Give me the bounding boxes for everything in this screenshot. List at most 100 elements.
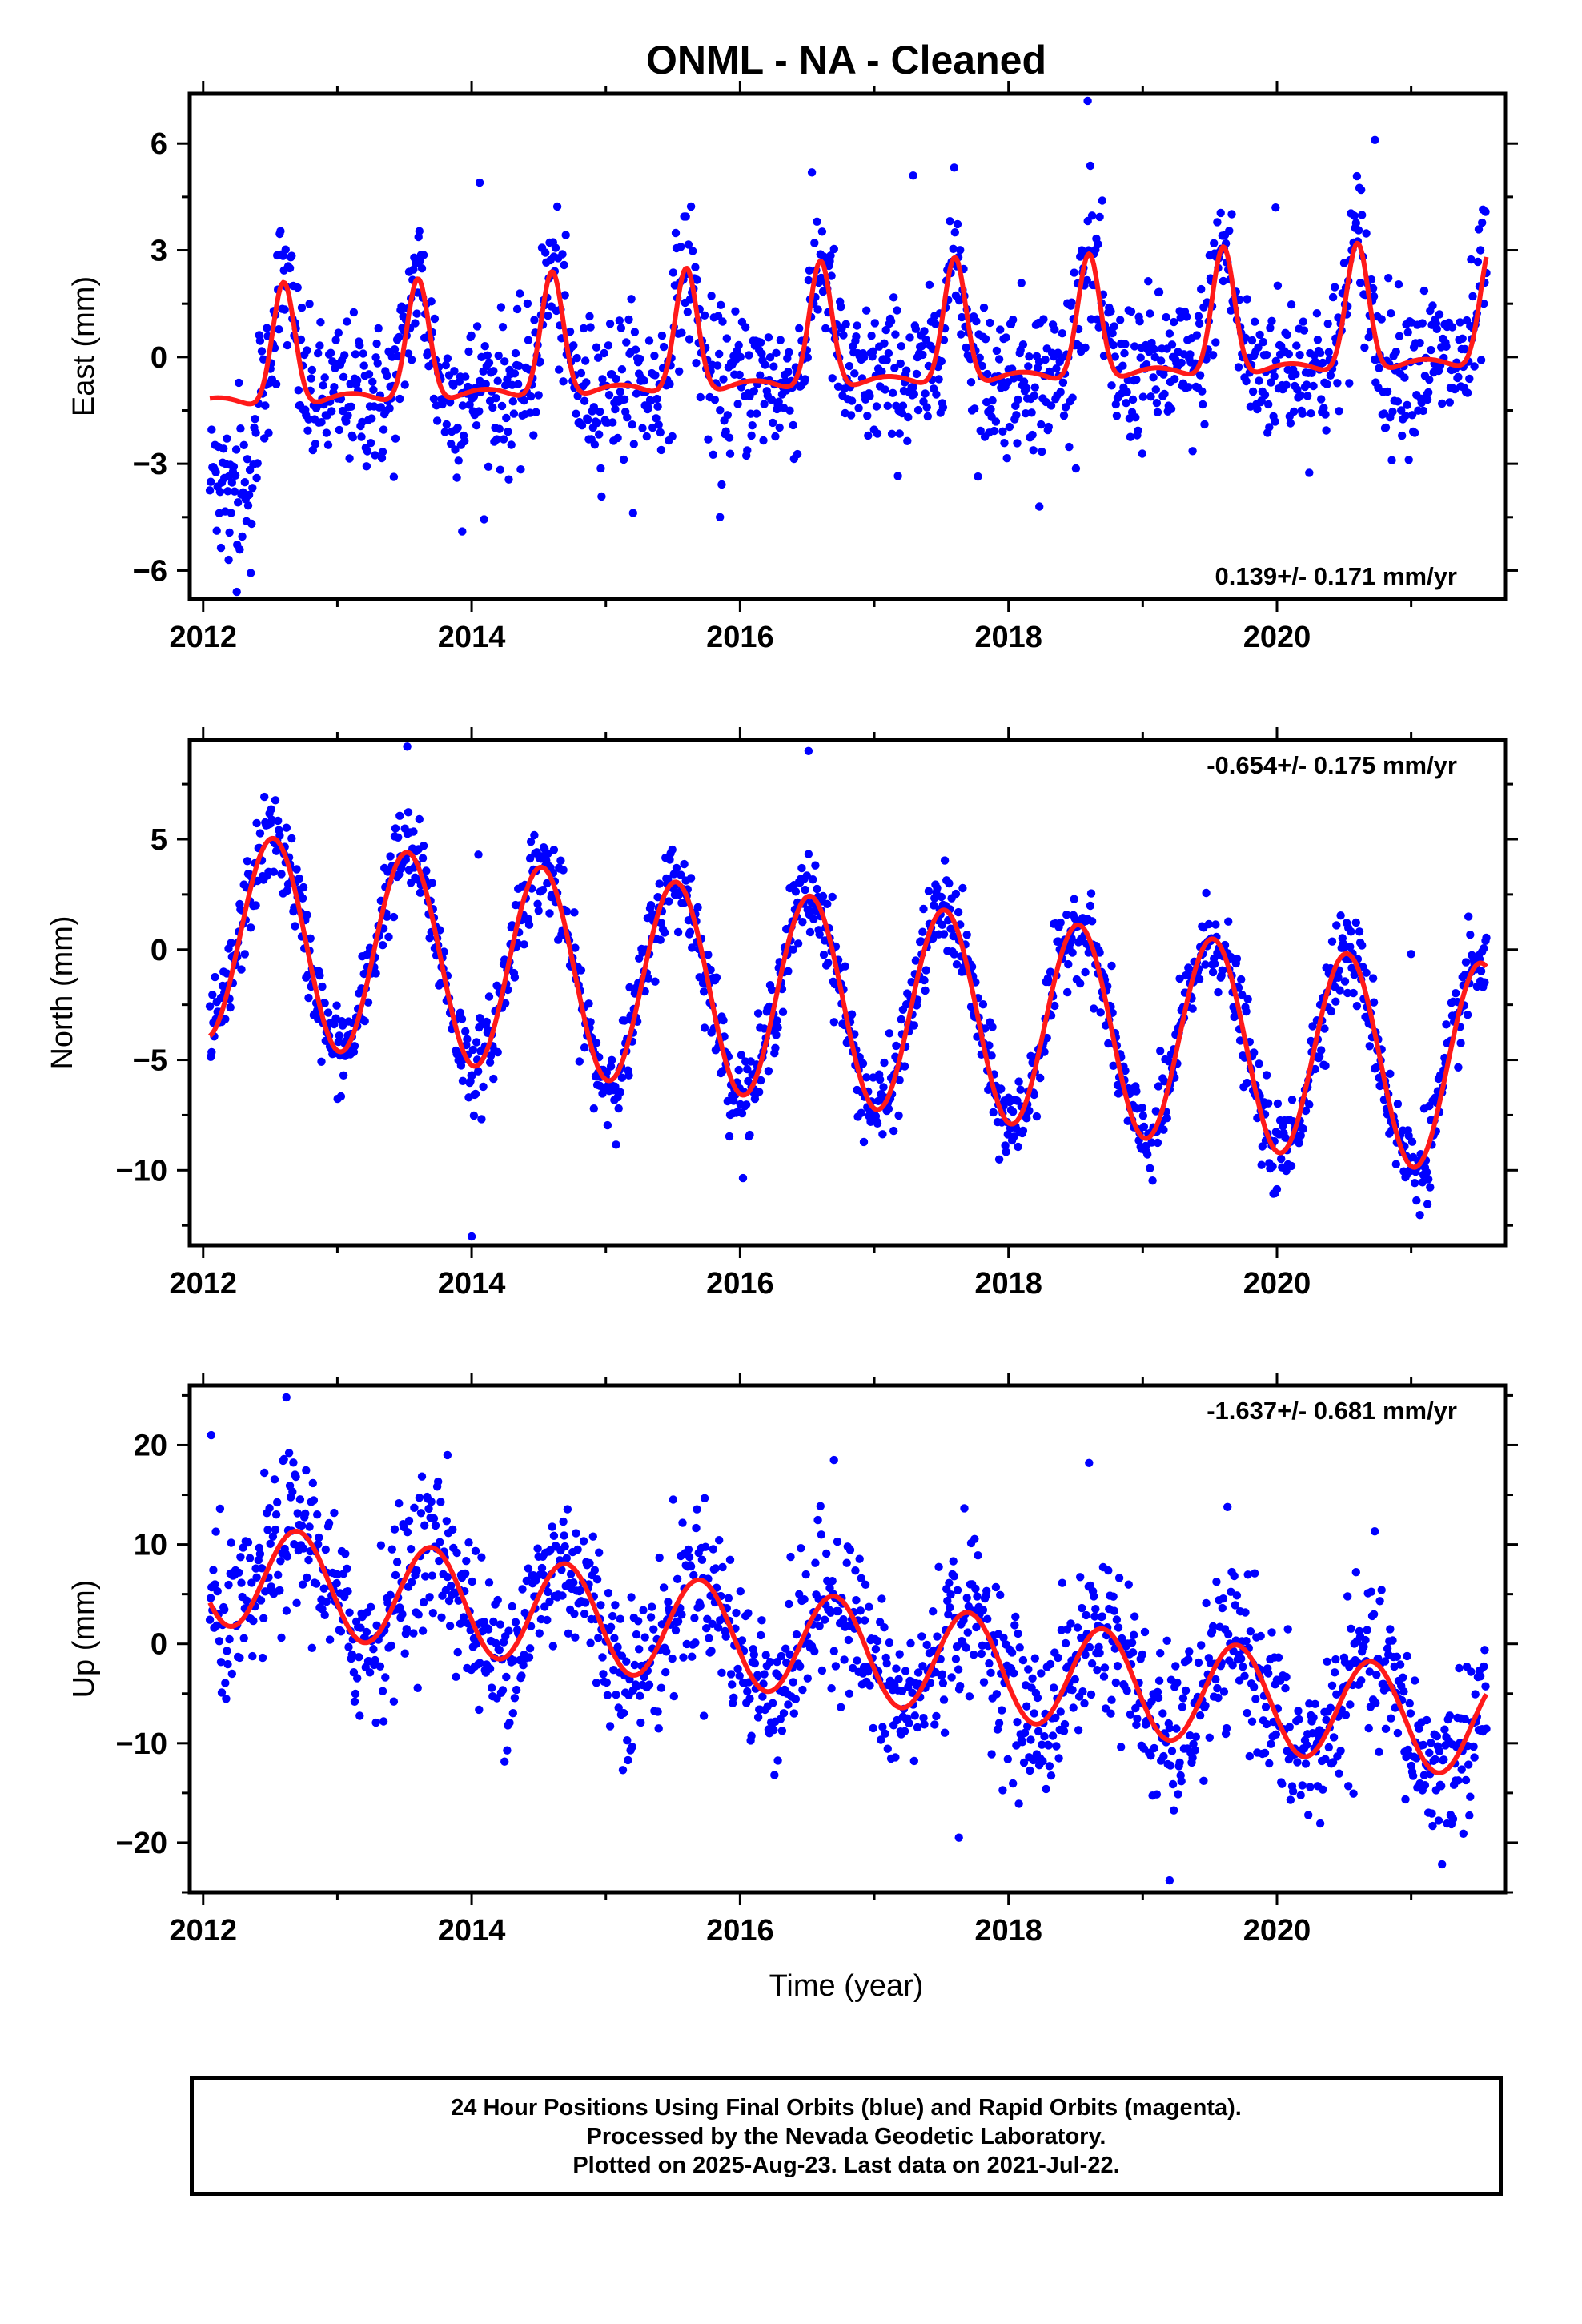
data-point — [956, 1682, 965, 1691]
data-point — [701, 1542, 710, 1551]
data-point — [1243, 1708, 1251, 1718]
data-point — [903, 436, 912, 445]
data-point — [1315, 1052, 1324, 1061]
data-point — [520, 940, 528, 949]
data-point — [430, 314, 440, 324]
data-point — [1312, 309, 1322, 318]
data-point — [1335, 986, 1344, 995]
data-point — [850, 369, 859, 378]
data-point — [1166, 1761, 1175, 1770]
data-point — [1159, 1751, 1168, 1761]
data-point — [975, 353, 984, 362]
data-point — [891, 330, 900, 339]
data-point — [1014, 1629, 1022, 1638]
data-point — [549, 846, 559, 854]
data-point — [1122, 388, 1131, 396]
data-point — [1351, 1568, 1361, 1577]
data-point — [785, 1599, 793, 1609]
data-point — [833, 1606, 843, 1616]
data-point — [931, 320, 940, 328]
data-point — [662, 1647, 671, 1656]
data-point — [295, 1495, 305, 1504]
data-point — [853, 321, 861, 330]
data-point — [1140, 1627, 1150, 1637]
data-point — [508, 1709, 517, 1718]
data-point — [375, 1662, 385, 1671]
data-point — [211, 1580, 219, 1589]
data-point — [579, 324, 588, 333]
data-point — [1357, 1676, 1366, 1685]
data-point — [939, 336, 949, 344]
data-point — [309, 1496, 319, 1505]
data-point — [1068, 1686, 1077, 1695]
data-point — [1476, 967, 1486, 975]
data-point — [251, 901, 260, 910]
data-point — [419, 251, 428, 259]
data-point — [726, 1670, 736, 1679]
data-point — [307, 1643, 316, 1652]
data-point — [451, 445, 460, 454]
data-point — [1320, 1024, 1329, 1033]
data-point — [512, 1685, 521, 1695]
data-point — [882, 1659, 891, 1668]
data-point — [367, 439, 375, 448]
data-point — [1395, 332, 1404, 340]
data-point — [420, 1521, 429, 1530]
data-point — [1299, 317, 1308, 326]
data-point — [990, 426, 999, 436]
data-point — [862, 1073, 871, 1082]
data-point — [1271, 417, 1279, 426]
data-point — [508, 1602, 516, 1611]
data-point — [909, 383, 917, 392]
data-point — [306, 934, 315, 943]
data-point — [950, 950, 959, 959]
data-point — [1050, 1683, 1058, 1692]
data-point — [939, 930, 949, 939]
data-point — [1046, 1659, 1055, 1669]
data-point — [205, 486, 215, 495]
data-point — [1369, 292, 1379, 301]
data-point — [207, 1047, 216, 1057]
data-point — [1157, 356, 1166, 365]
outlier-point — [829, 1455, 838, 1465]
data-point — [1090, 1612, 1099, 1621]
data-point — [978, 1000, 988, 1009]
data-point — [1303, 392, 1312, 400]
data-point — [761, 360, 769, 369]
data-point — [586, 1018, 595, 1027]
data-point — [1363, 1626, 1371, 1634]
data-point — [1007, 1648, 1017, 1657]
data-point — [735, 370, 744, 380]
data-point — [994, 1719, 1004, 1727]
data-point — [231, 445, 241, 454]
data-point — [229, 462, 239, 471]
data-point — [1296, 1131, 1305, 1140]
data-point — [1420, 1781, 1430, 1790]
data-point — [1052, 364, 1061, 373]
data-point — [548, 1522, 556, 1531]
data-point — [1247, 1717, 1257, 1726]
data-point — [1468, 292, 1477, 301]
data-point — [1201, 960, 1210, 969]
data-point — [946, 217, 954, 226]
data-point — [896, 359, 905, 368]
data-point — [468, 1071, 476, 1080]
data-point — [1042, 1784, 1050, 1794]
data-point — [797, 1544, 805, 1553]
data-point — [870, 319, 880, 328]
data-point — [624, 315, 633, 324]
data-point — [982, 1586, 991, 1596]
data-point — [1295, 1139, 1303, 1148]
data-point — [576, 1586, 584, 1595]
data-point — [1059, 1727, 1069, 1735]
data-point — [559, 377, 568, 386]
data-point — [884, 1104, 893, 1113]
data-point — [913, 405, 923, 415]
data-point — [619, 1708, 628, 1718]
data-point — [548, 1642, 557, 1651]
data-point — [953, 219, 962, 229]
data-point — [1114, 1574, 1124, 1582]
data-point — [1003, 1755, 1013, 1763]
data-point — [544, 311, 552, 320]
data-point — [610, 1634, 619, 1642]
